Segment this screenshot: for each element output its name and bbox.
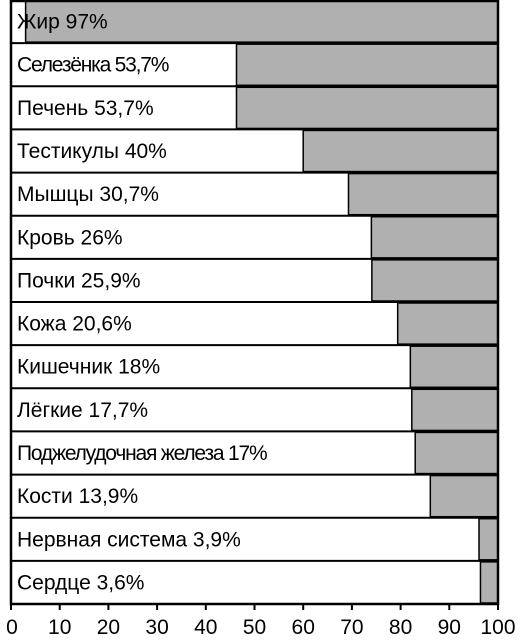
- bar: [478, 517, 499, 561]
- x-tick-label: 0: [6, 616, 18, 639]
- bar-label: Мышцы 30,7%: [17, 183, 159, 206]
- bar: [24, 0, 499, 43]
- x-axis-ticks: 0 10 20 30 40 50 60 70 80 90 100: [6, 604, 516, 639]
- x-tick-label: 90: [438, 616, 461, 639]
- bar-label: Кожа 20,6%: [17, 313, 132, 336]
- x-tick-label: 10: [48, 616, 71, 639]
- bar: [370, 215, 499, 259]
- bar-label: Нервная система 3,9%: [17, 528, 241, 551]
- bar-label: Кровь 26%: [17, 226, 123, 249]
- bar: [235, 43, 499, 87]
- bar: [411, 388, 499, 432]
- x-tick-label: 70: [340, 616, 363, 639]
- x-tick-label: 80: [389, 616, 412, 639]
- x-tick-label: 40: [194, 616, 217, 639]
- row-background: [11, 560, 498, 604]
- bar: [371, 259, 499, 302]
- bar-label: Сердце 3,6%: [17, 571, 144, 594]
- x-tick-label: 20: [97, 616, 120, 639]
- bar-label: Тестикулы 40%: [17, 140, 167, 163]
- bar-label: Кишечник 18%: [17, 356, 160, 379]
- row-background: [11, 517, 498, 561]
- bar-label: Почки 25,9%: [17, 269, 141, 292]
- bar: [347, 172, 499, 216]
- bar-label: Кости 13,9%: [17, 485, 138, 508]
- bar: [396, 302, 499, 345]
- row-background: [11, 474, 498, 518]
- bar: [429, 474, 499, 518]
- bar-label: Лёгкие 17,7%: [17, 399, 148, 422]
- x-tick-label: 100: [480, 616, 515, 639]
- bar: [409, 345, 499, 389]
- chart-rows: Жир 97% Селезёнка 53,7% Печень 53,7% Тестик…: [11, 0, 499, 604]
- bar-label: Поджелудочная железа 17%: [17, 442, 267, 465]
- bar-label: Селезёнка 53,7%: [17, 54, 169, 77]
- x-tick-label: 60: [292, 616, 315, 639]
- x-tick-label: 30: [145, 616, 168, 639]
- bar-label: Печень 53,7%: [17, 97, 154, 120]
- bar: [235, 86, 499, 130]
- bar: [479, 561, 499, 604]
- bar-label: Жир 97%: [17, 11, 108, 34]
- bar: [302, 129, 499, 173]
- x-tick-label: 50: [243, 616, 266, 639]
- bar: [414, 431, 499, 475]
